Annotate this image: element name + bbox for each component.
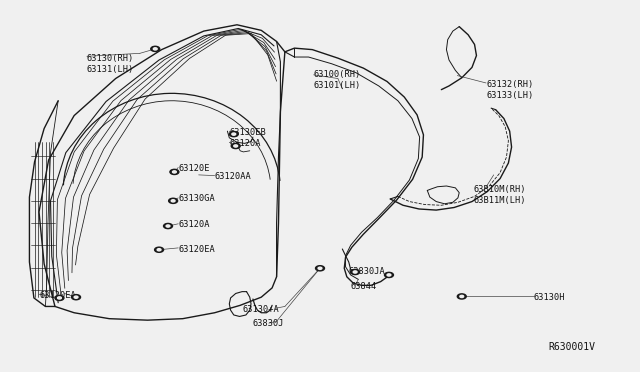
- Circle shape: [154, 48, 157, 50]
- Circle shape: [318, 267, 322, 269]
- Text: 63100(RH): 63100(RH): [314, 70, 361, 79]
- Circle shape: [385, 272, 394, 278]
- Circle shape: [353, 271, 357, 273]
- Text: 63130GA: 63130GA: [178, 195, 215, 203]
- Circle shape: [460, 295, 464, 298]
- Text: 63130EB: 63130EB: [229, 128, 266, 137]
- Text: 63844: 63844: [351, 282, 377, 291]
- Circle shape: [155, 247, 164, 252]
- Text: 63120A: 63120A: [229, 139, 261, 148]
- Text: 63B10M(RH): 63B10M(RH): [473, 185, 526, 194]
- Circle shape: [169, 198, 177, 203]
- Text: 63830J: 63830J: [253, 320, 284, 328]
- Circle shape: [72, 295, 81, 300]
- Circle shape: [387, 274, 391, 276]
- Text: 63130+A: 63130+A: [242, 305, 279, 314]
- Text: 63131(LH): 63131(LH): [87, 65, 134, 74]
- Text: 63130H: 63130H: [534, 293, 565, 302]
- Circle shape: [157, 248, 161, 251]
- Circle shape: [229, 132, 238, 137]
- Circle shape: [173, 171, 176, 173]
- Text: 63101(LH): 63101(LH): [314, 81, 361, 90]
- Circle shape: [351, 269, 360, 275]
- Circle shape: [458, 294, 467, 299]
- Circle shape: [166, 225, 170, 227]
- Text: 63120EA: 63120EA: [39, 291, 76, 300]
- Text: 63133(LH): 63133(LH): [486, 91, 533, 100]
- Circle shape: [170, 169, 179, 174]
- Text: 63120AA: 63120AA: [214, 172, 252, 181]
- Circle shape: [58, 297, 61, 299]
- Text: 63120EA: 63120EA: [178, 244, 215, 253]
- Circle shape: [232, 133, 236, 135]
- Circle shape: [151, 46, 160, 51]
- Text: 63120E: 63120E: [178, 164, 210, 173]
- Circle shape: [74, 296, 78, 298]
- Text: R630001V: R630001V: [548, 342, 596, 352]
- Circle shape: [55, 295, 64, 301]
- Circle shape: [231, 143, 240, 148]
- Text: 63132(RH): 63132(RH): [486, 80, 533, 89]
- Text: 63120A: 63120A: [178, 221, 210, 230]
- Text: 63830JA: 63830JA: [349, 267, 385, 276]
- Text: 63130(RH): 63130(RH): [87, 54, 134, 62]
- Circle shape: [316, 266, 324, 271]
- Circle shape: [234, 145, 237, 147]
- Circle shape: [164, 224, 173, 229]
- Circle shape: [172, 200, 175, 202]
- Text: 63B11M(LH): 63B11M(LH): [473, 196, 526, 205]
